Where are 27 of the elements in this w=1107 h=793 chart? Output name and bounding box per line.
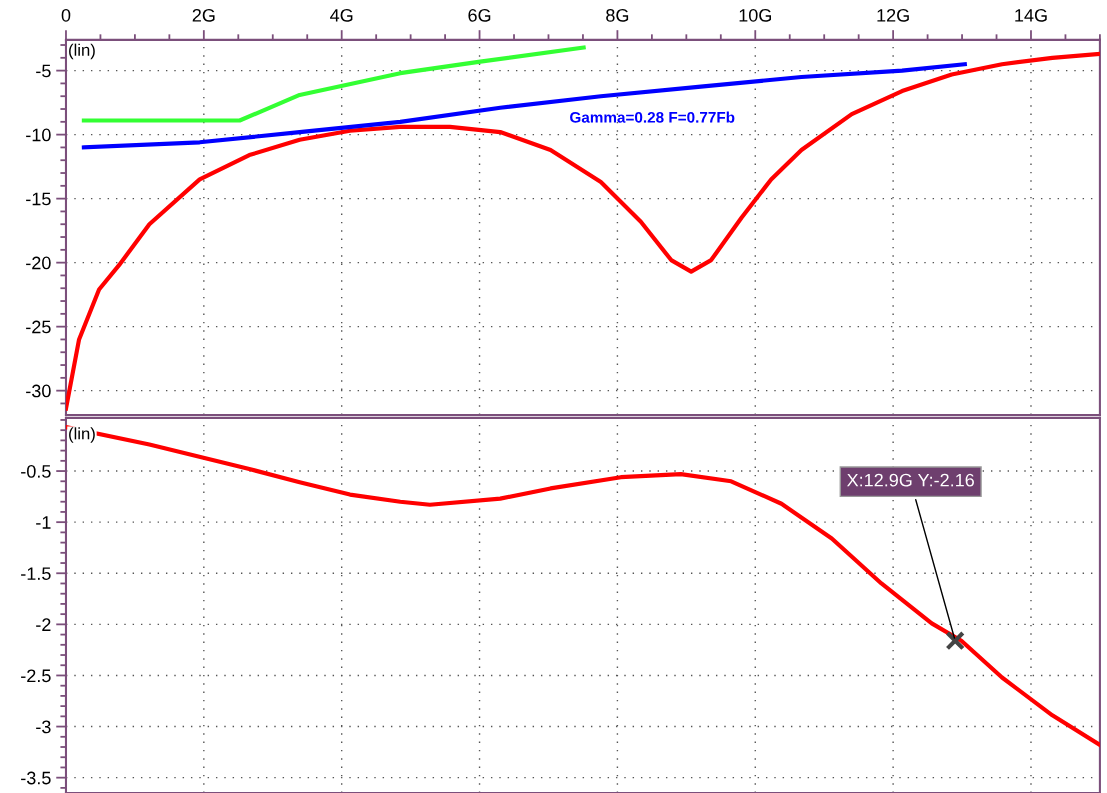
annotation: Gamma=0.28 F=0.77Fb [570,111,735,123]
y-tick-label: -15 [26,192,51,206]
annotation: X:12.9G Y:-2.16 [847,473,974,487]
y-tick-label: -25 [26,320,51,334]
y-tick-label: -2 [36,618,51,631]
x-tick-label: 0 [61,8,71,22]
x-tick-label: 10G [739,8,771,22]
x-tick-label: 6G [468,8,491,22]
x-tick-label: 8G [606,8,629,22]
annotation: (lin) [69,43,95,60]
line-series [65,425,1100,748]
y-tick-label: -5 [36,64,51,78]
y-tick-label: -3 [36,720,51,734]
x-tick-label: 2G [192,8,215,22]
y-tick-label: -1 [36,516,51,529]
y-tick-label: -30 [26,384,51,398]
annotation: (lin) [69,427,95,443]
y-tick-label: -0.5 [21,464,51,478]
y-tick-label: -10 [26,128,51,142]
y-tick-label: -3.5 [21,771,51,785]
x-tick-label: 14G [1015,8,1047,22]
y-tick-label: -1.5 [21,567,51,580]
x-tick-label: 12G [877,8,909,22]
x-tick-label: 4G [330,8,353,22]
y-tick-label: -2.5 [21,669,51,683]
y-tick-label: -20 [26,256,51,270]
line-series [81,62,967,150]
